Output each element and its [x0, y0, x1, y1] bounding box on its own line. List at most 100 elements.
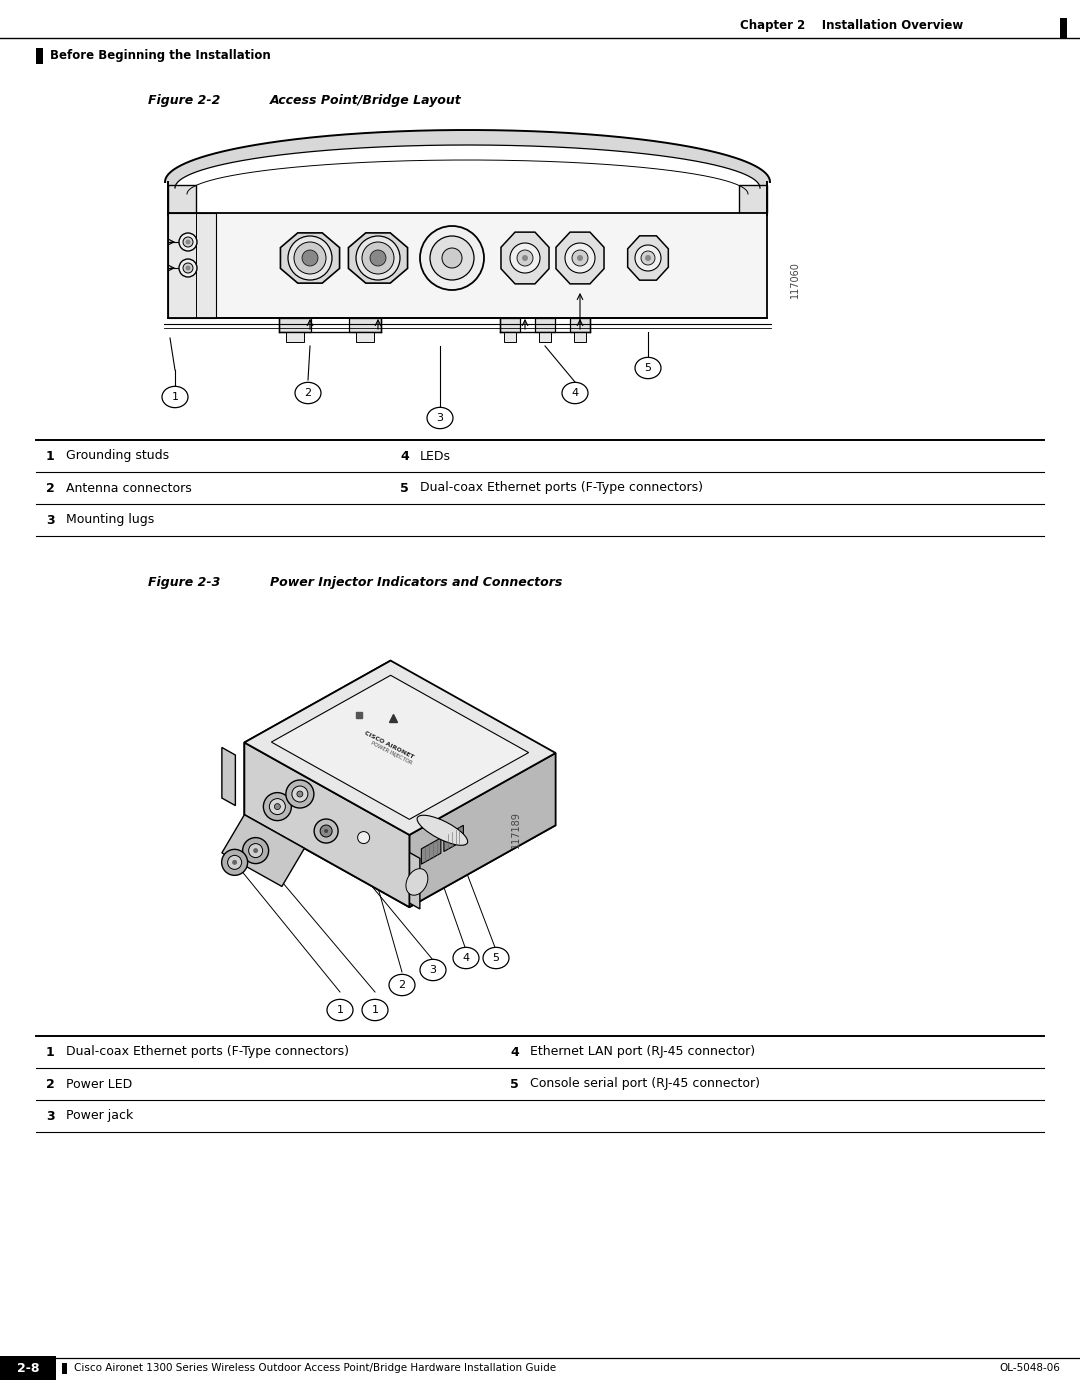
Polygon shape	[627, 236, 669, 281]
Circle shape	[264, 792, 292, 820]
Circle shape	[645, 256, 651, 261]
Bar	[286, 332, 303, 342]
Text: 117189: 117189	[511, 812, 521, 848]
Ellipse shape	[562, 383, 588, 404]
Circle shape	[179, 233, 197, 251]
Circle shape	[577, 256, 583, 261]
Text: 2: 2	[305, 388, 311, 398]
Polygon shape	[271, 675, 528, 820]
Bar	[356, 332, 374, 342]
Ellipse shape	[453, 947, 480, 968]
Text: 1: 1	[372, 1004, 378, 1016]
Text: Figure 2-2: Figure 2-2	[148, 94, 220, 108]
Bar	[535, 319, 555, 332]
Circle shape	[186, 239, 190, 244]
Text: Access Point/Bridge Layout: Access Point/Bridge Layout	[270, 94, 462, 108]
Ellipse shape	[420, 960, 446, 981]
Circle shape	[294, 242, 326, 274]
Circle shape	[269, 799, 285, 814]
Bar	[0, 1356, 56, 1380]
Text: Ethernet LAN port (RJ-45 connector): Ethernet LAN port (RJ-45 connector)	[530, 1045, 755, 1059]
Circle shape	[248, 844, 262, 858]
Bar	[573, 332, 586, 342]
Bar	[168, 212, 767, 319]
Text: 2: 2	[46, 482, 55, 495]
Ellipse shape	[162, 387, 188, 408]
Circle shape	[420, 226, 484, 291]
Circle shape	[221, 849, 247, 876]
Circle shape	[243, 838, 269, 863]
Text: 4: 4	[462, 953, 470, 963]
Circle shape	[183, 263, 193, 272]
Polygon shape	[421, 838, 441, 865]
Circle shape	[510, 243, 540, 272]
Circle shape	[635, 244, 661, 271]
Text: 2: 2	[46, 1077, 55, 1091]
Polygon shape	[244, 661, 555, 835]
Text: Antenna connectors: Antenna connectors	[66, 482, 192, 495]
Circle shape	[183, 237, 193, 247]
Circle shape	[292, 787, 308, 802]
Circle shape	[232, 861, 238, 865]
Circle shape	[370, 250, 386, 265]
Text: Chapter 2    Installation Overview: Chapter 2 Installation Overview	[740, 20, 963, 32]
Circle shape	[356, 236, 400, 279]
Circle shape	[228, 855, 242, 869]
Bar	[279, 319, 311, 332]
Circle shape	[179, 258, 197, 277]
Ellipse shape	[417, 816, 468, 845]
Ellipse shape	[327, 999, 353, 1021]
Ellipse shape	[427, 408, 453, 429]
Text: 117060: 117060	[789, 261, 800, 299]
Circle shape	[320, 826, 333, 837]
Ellipse shape	[483, 947, 509, 968]
Text: POWER INJECTOR: POWER INJECTOR	[370, 740, 414, 766]
Text: 2: 2	[399, 981, 406, 990]
Text: 4: 4	[571, 388, 579, 398]
Text: Power Injector Indicators and Connectors: Power Injector Indicators and Connectors	[270, 576, 563, 590]
Text: 4: 4	[400, 450, 408, 462]
Text: 4: 4	[510, 1045, 518, 1059]
Polygon shape	[221, 814, 305, 887]
Text: 1: 1	[46, 450, 55, 462]
Text: Mounting lugs: Mounting lugs	[66, 514, 154, 527]
Circle shape	[430, 236, 474, 279]
Ellipse shape	[406, 869, 428, 895]
Text: Figure 2-3: Figure 2-3	[148, 576, 220, 590]
Circle shape	[442, 249, 462, 268]
Circle shape	[642, 251, 654, 265]
Text: 3: 3	[46, 1109, 55, 1123]
Circle shape	[572, 250, 588, 265]
Text: 3: 3	[430, 965, 436, 975]
Polygon shape	[349, 233, 407, 284]
Text: 3: 3	[436, 414, 444, 423]
Text: CISCO AIRONET: CISCO AIRONET	[363, 731, 414, 760]
Circle shape	[302, 250, 318, 265]
Circle shape	[253, 848, 258, 854]
Circle shape	[357, 831, 369, 844]
Circle shape	[314, 819, 338, 842]
Text: 1: 1	[337, 1004, 343, 1016]
Text: Before Beginning the Installation: Before Beginning the Installation	[50, 49, 271, 63]
Text: 2-8: 2-8	[17, 1362, 39, 1375]
Bar	[36, 47, 43, 64]
Text: Power LED: Power LED	[66, 1077, 132, 1091]
Text: 3: 3	[46, 514, 55, 527]
Circle shape	[288, 236, 332, 279]
Ellipse shape	[635, 358, 661, 379]
Polygon shape	[281, 233, 339, 284]
Bar	[500, 319, 519, 332]
Circle shape	[297, 791, 302, 798]
Circle shape	[565, 243, 595, 272]
Text: LEDs: LEDs	[420, 450, 451, 462]
Text: Cisco Aironet 1300 Series Wireless Outdoor Access Point/Bridge Hardware Installa: Cisco Aironet 1300 Series Wireless Outdo…	[75, 1363, 556, 1373]
Text: 1: 1	[46, 1045, 55, 1059]
Polygon shape	[406, 851, 420, 909]
Polygon shape	[556, 232, 604, 284]
Bar	[504, 332, 516, 342]
Bar	[168, 212, 216, 319]
Polygon shape	[409, 753, 555, 907]
Text: Dual-coax Ethernet ports (F-Type connectors): Dual-coax Ethernet ports (F-Type connect…	[420, 482, 703, 495]
Polygon shape	[244, 742, 409, 907]
Circle shape	[517, 250, 534, 265]
